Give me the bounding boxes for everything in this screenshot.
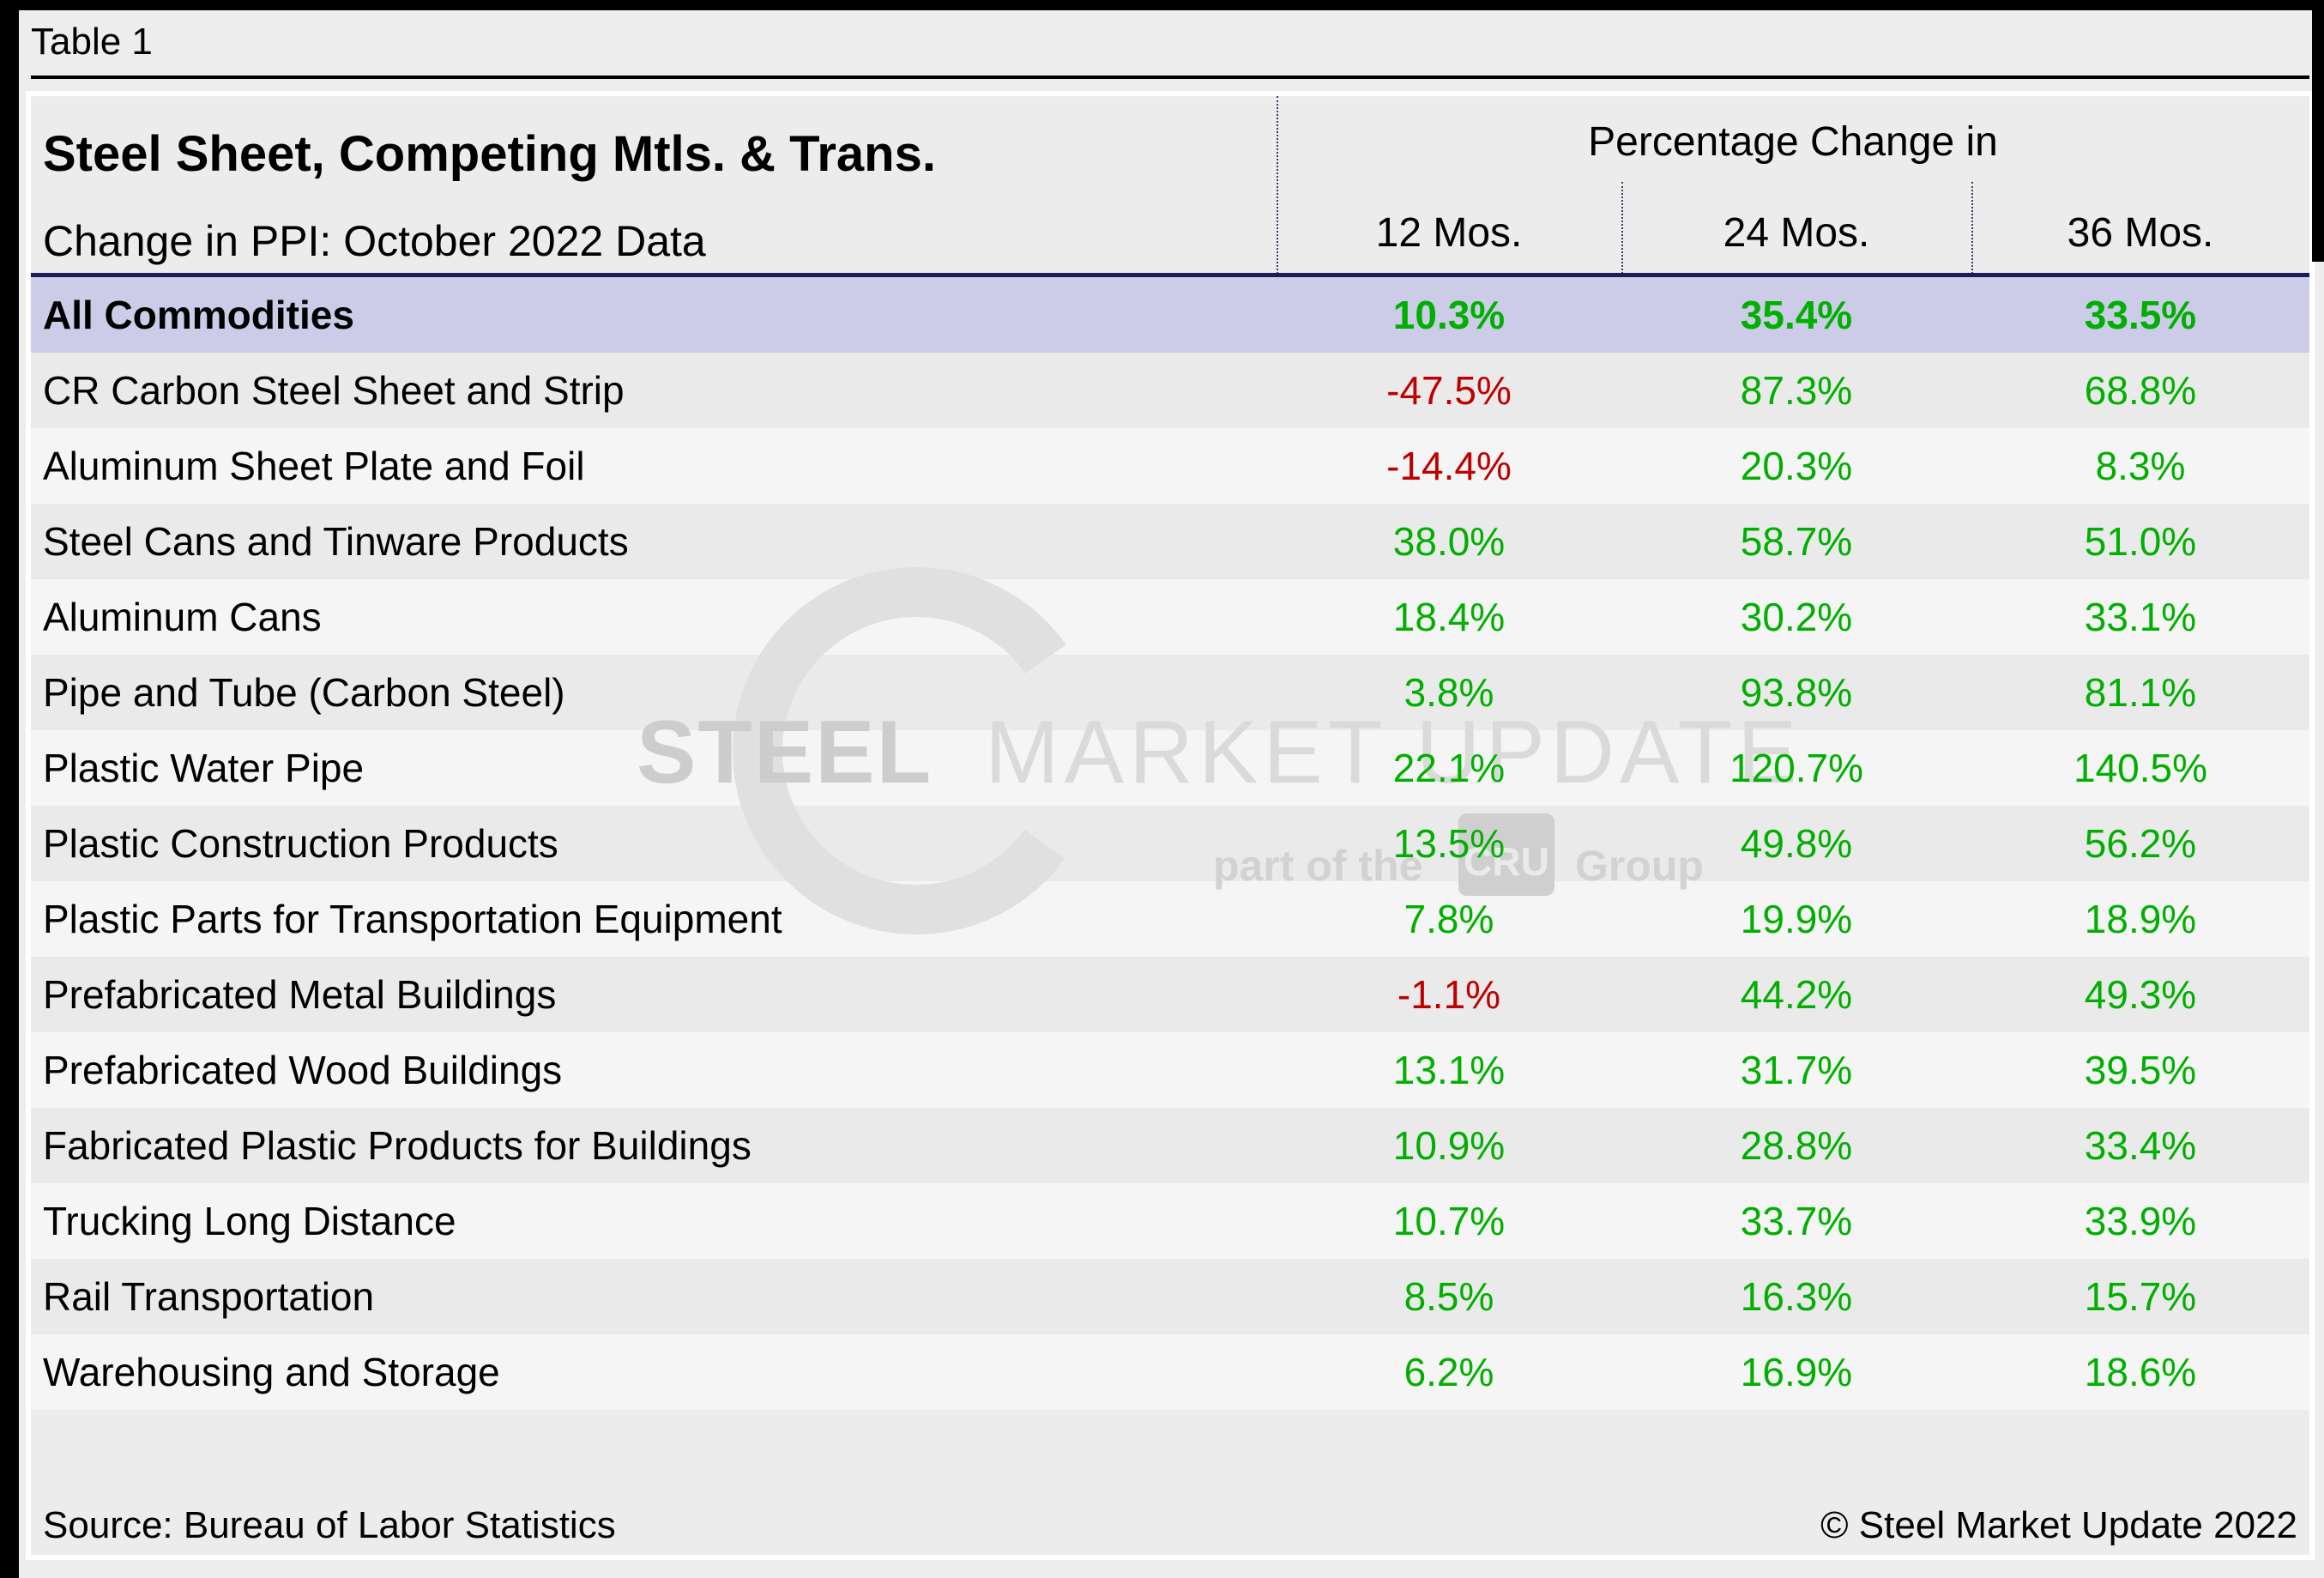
row-value: 56.2% [2084, 821, 2197, 866]
table-row: Plastic Parts for Transportation Equipme… [31, 881, 2309, 957]
row-value: 28.8% [1740, 1123, 1853, 1168]
ppi-table-content: Steel Sheet, Competing Mtls. & Trans. Ch… [31, 96, 2309, 1555]
row-value: 30.2% [1740, 595, 1853, 639]
row-value: 18.9% [2084, 897, 2197, 941]
row-label: Steel Cans and Tinware Products [43, 519, 629, 564]
row-label: Plastic Construction Products [43, 821, 558, 866]
row-label: Fabricated Plastic Products for Building… [43, 1123, 752, 1168]
column-header-24mos: 24 Mos. [1723, 210, 1870, 256]
row-label: Aluminum Cans [43, 595, 322, 639]
column-header-36mos: 36 Mos. [2067, 210, 2214, 256]
table-row: CR Carbon Steel Sheet and Strip -47.5% 87.… [31, 353, 2309, 428]
row-label: Plastic Water Pipe [43, 746, 365, 790]
table-footer: Source: Bureau of Labor Statistics © Ste… [31, 1503, 2309, 1548]
column-group-header: Percentage Change in [1588, 119, 1998, 165]
table-row: Pipe and Tube (Carbon Steel) 3.8% 93.8% 81.… [31, 655, 2309, 730]
table-row: Trucking Long Distance 10.7% 33.7% 33.9% [31, 1183, 2309, 1259]
table-row: Prefabricated Metal Buildings -1.1% 44.2% 4… [31, 957, 2309, 1032]
table-rows: All Commodities 10.3% 35.4% 33.5% CR Carbon … [31, 277, 2309, 1410]
row-label: Prefabricated Metal Buildings [43, 972, 557, 1017]
table-row: All Commodities 10.3% 35.4% 33.5% [31, 277, 2309, 353]
row-value: 33.9% [2084, 1199, 2197, 1243]
table-subtitle: Change in PPI: October 2022 Data [43, 217, 706, 265]
table-row: Warehousing and Storage 6.2% 16.9% 18.6% [31, 1334, 2309, 1410]
row-value: 31.7% [1740, 1048, 1853, 1092]
row-value: -1.1% [1397, 972, 1501, 1017]
row-value: 39.5% [2084, 1048, 2197, 1092]
row-value: 18.4% [1392, 595, 1506, 639]
row-value: 6.2% [1403, 1350, 1494, 1394]
column-header-12mos: 12 Mos. [1375, 210, 1523, 256]
ppi-table-panel: Steel Sheet, Competing Mtls. & Trans. Ch… [26, 91, 2315, 1560]
table-title: Steel Sheet, Competing Mtls. & Trans. [43, 126, 936, 182]
table-number-label: Table 1 [31, 21, 153, 63]
row-label: CR Carbon Steel Sheet and Strip [43, 368, 625, 413]
row-value: 8.3% [2095, 444, 2186, 488]
row-value: 19.9% [1740, 897, 1853, 941]
copyright-note: © Steel Market Update 2022 [1820, 1504, 2297, 1546]
row-label: Rail Transportation [43, 1274, 375, 1319]
row-value: 33.1% [2084, 595, 2197, 639]
row-value: 16.3% [1740, 1274, 1853, 1319]
table-row: Plastic Construction Products 13.5% 49.8% 5… [31, 806, 2309, 881]
row-value: 140.5% [2073, 746, 2207, 790]
row-value: 33.7% [1740, 1199, 1853, 1243]
row-value: 8.5% [1403, 1274, 1494, 1319]
row-value: 51.0% [2084, 519, 2197, 564]
header-divider-bar [31, 273, 2309, 277]
row-value: 35.4% [1740, 293, 1853, 337]
table-row: Aluminum Cans 18.4% 30.2% 33.1% [31, 579, 2309, 655]
row-value: 68.8% [2084, 368, 2197, 413]
table-row: Fabricated Plastic Products for Building… [31, 1108, 2309, 1183]
table-row: Aluminum Sheet Plate and Foil -14.4% 20.3%… [31, 428, 2309, 504]
table-row: Prefabricated Wood Buildings 13.1% 31.7% 39… [31, 1032, 2309, 1108]
row-value: -14.4% [1386, 444, 1512, 488]
row-label: Plastic Parts for Transportation Equipme… [43, 897, 782, 941]
table-row: Steel Cans and Tinware Products 38.0% 58.7… [31, 504, 2309, 579]
row-value: 7.8% [1403, 897, 1494, 941]
source-note: Source: Bureau of Labor Statistics [43, 1504, 616, 1546]
row-label: Prefabricated Wood Buildings [43, 1048, 563, 1092]
row-value: 16.9% [1740, 1350, 1853, 1394]
row-label: Trucking Long Distance [43, 1199, 456, 1243]
row-value: 44.2% [1740, 972, 1853, 1017]
row-label: Aluminum Sheet Plate and Foil [43, 444, 585, 488]
row-value: 33.5% [2084, 293, 2197, 337]
row-value: 49.8% [1740, 821, 1853, 866]
row-value: -47.5% [1386, 368, 1512, 413]
row-value: 81.1% [2084, 670, 2197, 715]
row-label: Pipe and Tube (Carbon Steel) [43, 670, 565, 715]
row-value: 20.3% [1740, 444, 1853, 488]
corner-patch [2312, 0, 2324, 262]
table-row: Rail Transportation 8.5% 16.3% 15.7% [31, 1259, 2309, 1334]
row-value: 18.6% [2084, 1350, 2197, 1394]
row-value: 3.8% [1403, 670, 1494, 715]
row-value: 38.0% [1392, 519, 1506, 564]
row-value: 10.9% [1392, 1123, 1506, 1168]
row-label: Warehousing and Storage [43, 1350, 500, 1394]
row-value: 13.1% [1392, 1048, 1506, 1092]
row-value: 33.4% [2084, 1123, 2197, 1168]
row-value: 120.7% [1729, 746, 1863, 790]
top-rule-divider [31, 76, 2309, 79]
row-value: 49.3% [2084, 972, 2197, 1017]
table-row: Plastic Water Pipe 22.1% 120.7% 140.5% [31, 730, 2309, 806]
row-value: 10.3% [1392, 293, 1506, 337]
row-value: 93.8% [1740, 670, 1853, 715]
row-value: 87.3% [1740, 368, 1853, 413]
row-value: 13.5% [1392, 821, 1506, 866]
row-value: 22.1% [1392, 746, 1506, 790]
row-value: 10.7% [1392, 1199, 1506, 1243]
row-label: All Commodities [43, 293, 354, 337]
row-value: 58.7% [1740, 519, 1853, 564]
row-value: 15.7% [2084, 1274, 2197, 1319]
